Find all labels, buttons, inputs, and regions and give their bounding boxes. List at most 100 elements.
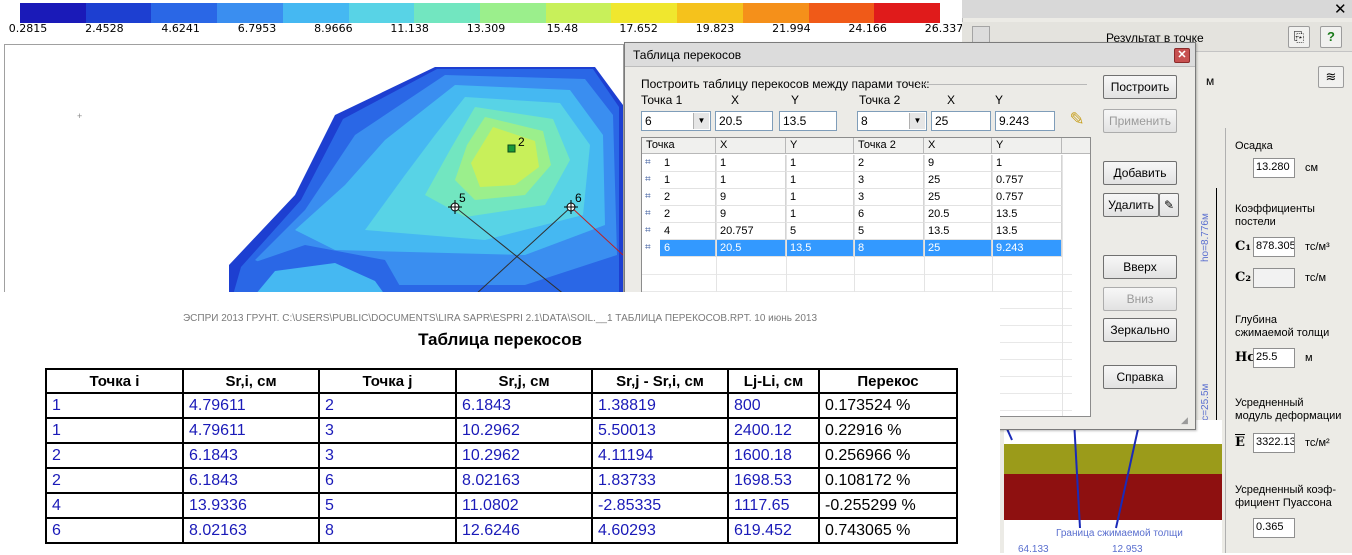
grid-cell[interactable]: 20.5 [924, 206, 992, 223]
modulus-label-2: модуль деформации [1235, 410, 1342, 422]
up-button[interactable]: Вверх [1103, 255, 1177, 279]
chevron-down-icon[interactable]: ▼ [909, 113, 925, 129]
close-icon[interactable]: ✕ [1334, 0, 1347, 18]
grid-cell[interactable]: 2 [854, 155, 924, 172]
grid-column-header[interactable]: X [924, 138, 992, 154]
dialog-close-button[interactable]: ✕ [1174, 48, 1190, 63]
report-cell: 11.0802 [455, 492, 593, 519]
grid-cell[interactable]: 20.5 [716, 240, 786, 257]
x2-input[interactable]: 25 [931, 111, 991, 131]
report-cell: 0.743065 % [818, 517, 958, 544]
x2-label: X [947, 93, 956, 107]
grid-cell[interactable]: 25 [924, 240, 992, 257]
soil-section: Граница сжимаемой толщи 64.133 12.953 [1004, 420, 1222, 555]
grid-cell[interactable]: 8 [854, 240, 924, 257]
down-button[interactable]: Вниз [1103, 287, 1177, 311]
build-button[interactable]: Построить [1103, 75, 1177, 99]
grid-cell[interactable]: 9 [924, 155, 992, 172]
color-scale-tick: 0.2815 [8, 22, 48, 35]
grid-cell[interactable]: 1 [786, 155, 854, 172]
connection-line-6b [570, 206, 623, 256]
map-point-2-marker[interactable] [507, 144, 516, 153]
report-cell: 2 [45, 467, 184, 494]
grid-cell[interactable]: 6 [660, 240, 716, 257]
grid-cell[interactable]: 1 [660, 172, 716, 189]
soil-layer-red [1004, 474, 1222, 520]
report-cell: 4.79611 [182, 392, 320, 419]
resize-grip-icon[interactable]: ◢ [1181, 415, 1188, 425]
pencil-icon[interactable]: ✎ [1069, 109, 1085, 129]
copy-icon[interactable]: ⎘ [1288, 26, 1310, 48]
grid-cell[interactable]: 9 [716, 206, 786, 223]
y1-input[interactable]: 13.5 [779, 111, 837, 131]
point2-select[interactable]: 8 ▼ [857, 111, 927, 131]
pair-link-icon: ⌗ [645, 208, 651, 219]
delete-button[interactable]: Удалить [1103, 193, 1159, 217]
grid-cell[interactable]: 0.757 [992, 172, 1062, 189]
chevron-down-icon[interactable]: ▼ [693, 113, 709, 129]
report-cell: -0.255299 % [818, 492, 958, 519]
y2-input[interactable]: 9.243 [995, 111, 1055, 131]
grid-cell[interactable]: 13.5 [992, 206, 1062, 223]
depth-label-1: Глубина [1235, 314, 1278, 326]
apply-button[interactable]: Применить [1103, 109, 1177, 133]
grid-cell[interactable]: 1 [786, 172, 854, 189]
unit-m-label: м [1206, 74, 1215, 88]
grid-cell[interactable]: 3 [854, 172, 924, 189]
c1-symbol: C₁ [1235, 239, 1252, 254]
grid-cell[interactable]: 13.5 [786, 240, 854, 257]
spring-icon[interactable]: ≋ [1318, 66, 1344, 88]
grid-cell[interactable]: 5 [786, 223, 854, 240]
add-button[interactable]: Добавить [1103, 161, 1177, 185]
grid-cell[interactable]: 2 [660, 206, 716, 223]
report-cell: 10.2962 [455, 442, 593, 469]
poisson-label-1: Усредненный коэф- [1235, 484, 1336, 496]
grid-cell[interactable]: 25 [924, 189, 992, 206]
grid-cell[interactable]: 1 [786, 206, 854, 223]
help-dialog-button[interactable]: Справка [1103, 365, 1177, 389]
grid-cell[interactable]: 1 [786, 189, 854, 206]
hc-symbol: Hc [1235, 350, 1256, 365]
point1-select[interactable]: 6 ▼ [641, 111, 711, 131]
grid-cell[interactable]: 4 [660, 223, 716, 240]
grid-cell[interactable]: 25 [924, 172, 992, 189]
grid-cell[interactable]: 1 [992, 155, 1062, 172]
grid-cell[interactable]: 5 [854, 223, 924, 240]
grid-cell[interactable]: 0.757 [992, 189, 1062, 206]
grid-column-header[interactable]: X [716, 138, 786, 154]
grid-cell[interactable]: 3 [854, 189, 924, 206]
grid-cell[interactable]: 9 [716, 189, 786, 206]
color-scale-band [808, 3, 875, 23]
grid-column-header[interactable]: Точка [642, 138, 716, 154]
grid-cell[interactable]: 1 [716, 155, 786, 172]
report-column-header: Sr,i, см [182, 368, 320, 394]
point2-select-value: 8 [861, 114, 868, 128]
grid-column-header[interactable]: Y [992, 138, 1062, 154]
color-scale-band [414, 3, 481, 23]
grid-cell[interactable]: 13.5 [924, 223, 992, 240]
grid-cell[interactable]: 1 [660, 155, 716, 172]
help-button[interactable]: ? [1320, 26, 1342, 48]
grid-cell[interactable]: 2 [660, 189, 716, 206]
report-cell: 5.50013 [591, 417, 729, 444]
contour-map[interactable]: 2 5 6 + [4, 44, 624, 294]
dialog-titlebar[interactable]: Таблица перекосов [625, 43, 1195, 67]
report-cell: 8 [318, 517, 457, 544]
grid-cell[interactable]: 13.5 [992, 223, 1062, 240]
report-cell: 12.6246 [455, 517, 593, 544]
grid-column-header[interactable]: Точка 2 [854, 138, 924, 154]
grid-cell[interactable]: 9.243 [992, 240, 1062, 257]
mirror-button[interactable]: Зеркально [1103, 318, 1177, 342]
report-cell: 4.11194 [591, 442, 729, 469]
report-cell: 0.256966 % [818, 442, 958, 469]
grid-cell[interactable]: 20.757 [716, 223, 786, 240]
grid-cell[interactable]: 1 [716, 172, 786, 189]
boundary-label: Граница сжимаемой толщи [1056, 528, 1183, 539]
grid-column-header[interactable]: Y [786, 138, 854, 154]
contour-map-canvas[interactable]: 2 5 6 + [5, 45, 624, 294]
eraser-icon[interactable]: ✎ [1159, 193, 1179, 217]
x1-input[interactable]: 20.5 [715, 111, 773, 131]
grid-column-line [854, 155, 855, 416]
grid-cell[interactable]: 6 [854, 206, 924, 223]
grid-empty-row [642, 291, 1072, 292]
